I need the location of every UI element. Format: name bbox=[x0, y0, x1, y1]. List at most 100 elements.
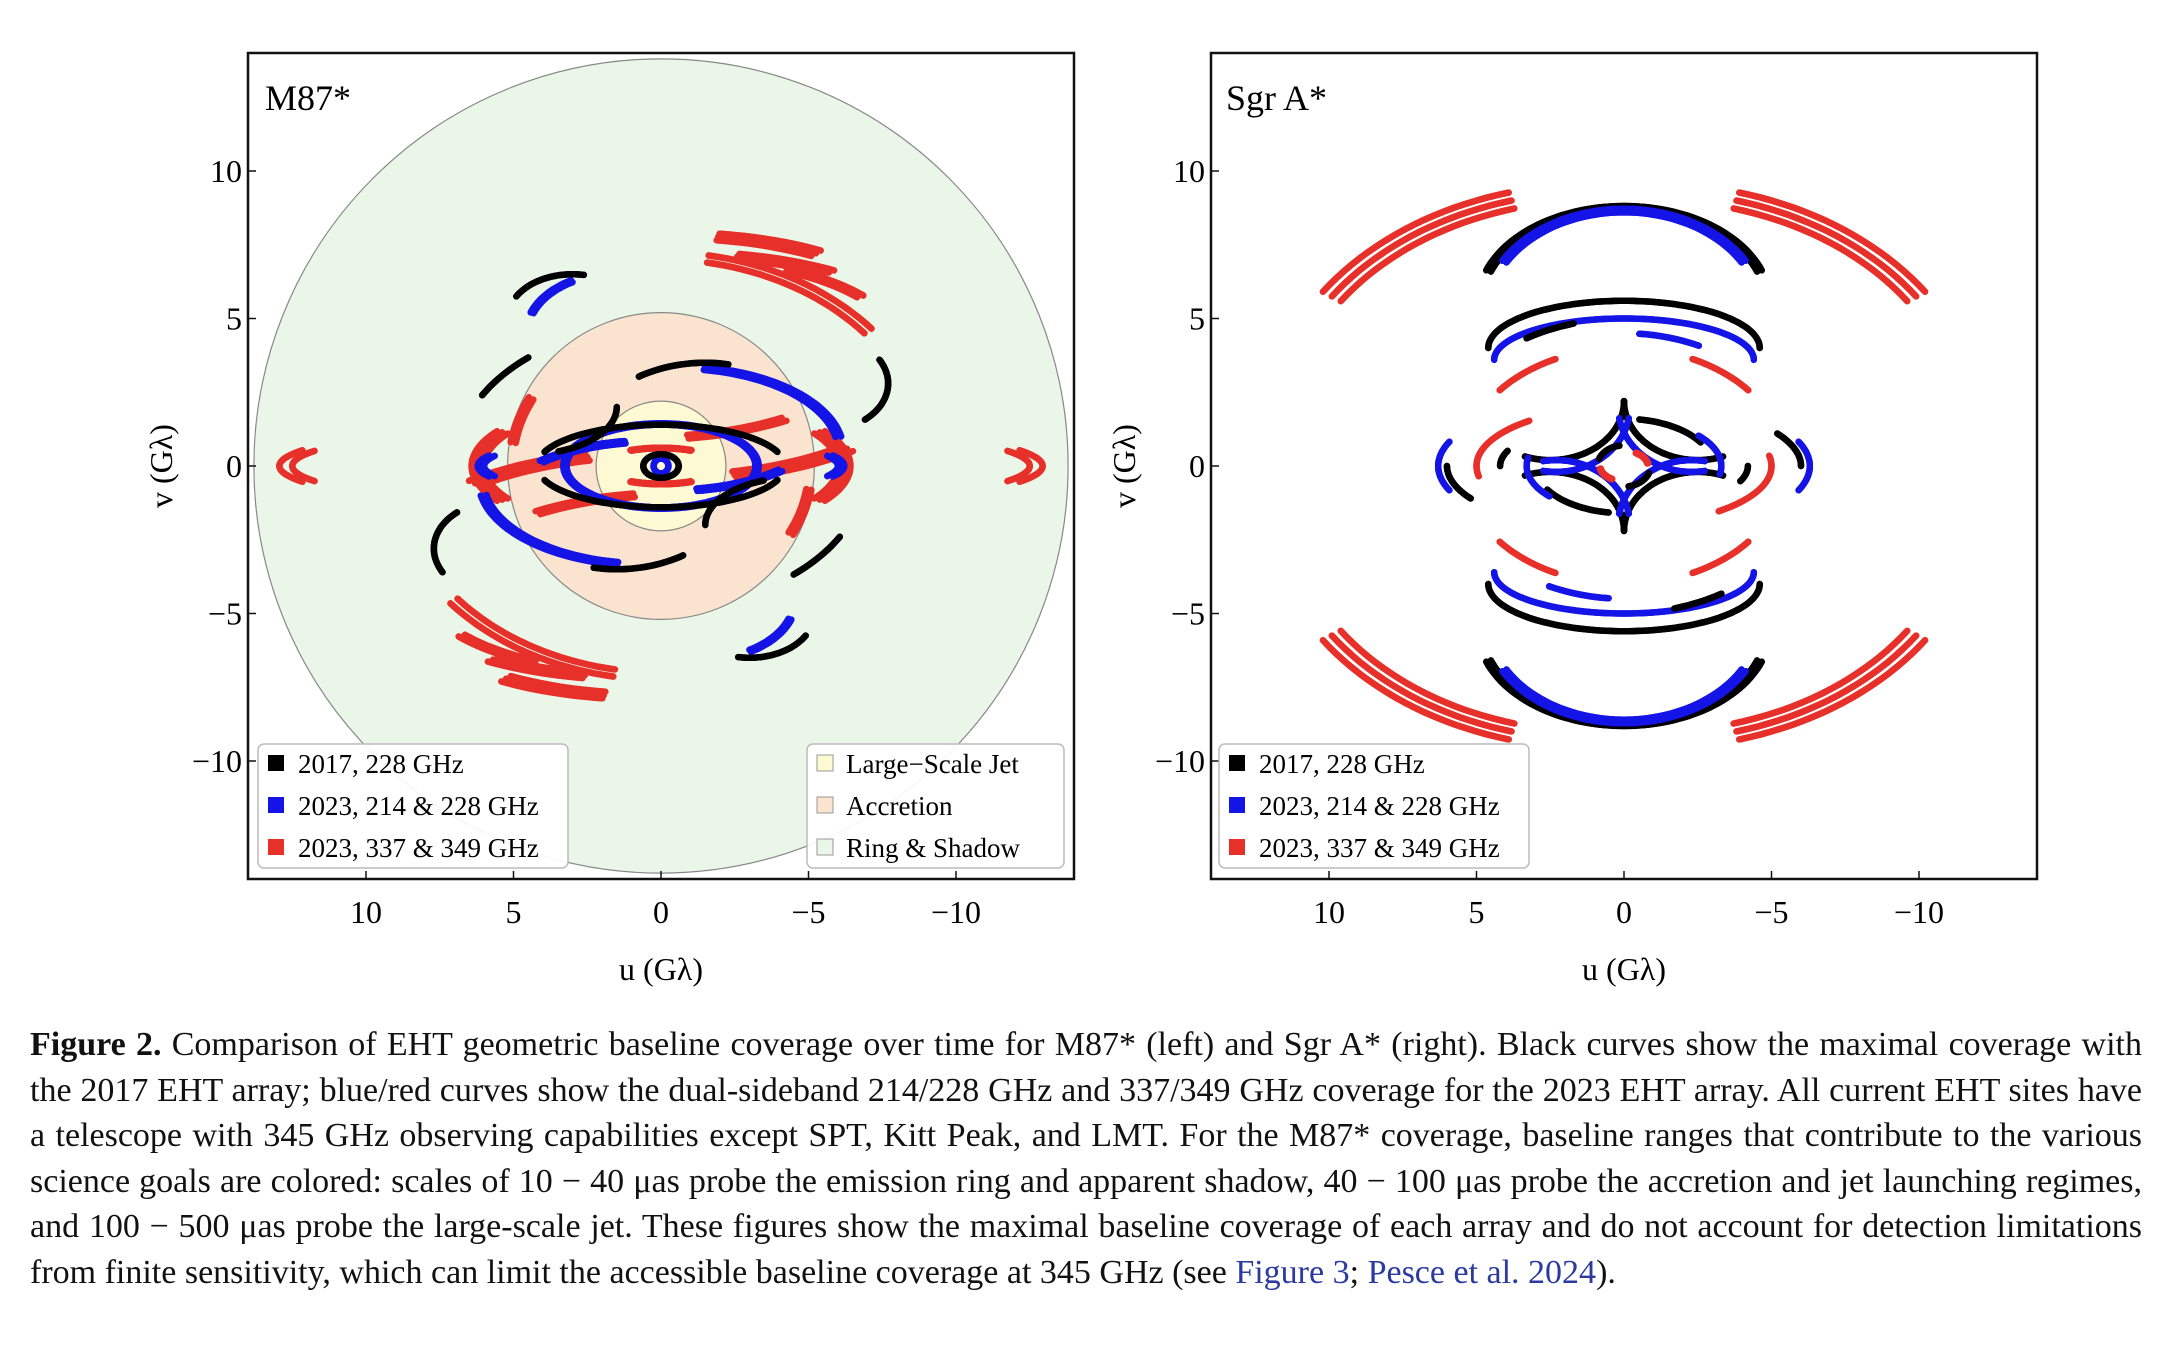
track-2023_345-5-0 bbox=[507, 672, 609, 695]
track-2023_345-7-1 bbox=[455, 633, 536, 667]
track-conjugate-2017-42-0 bbox=[640, 450, 682, 482]
track-conjugate-2023_228-25-0 bbox=[1795, 438, 1814, 494]
track-conjugate-2017-41-0 bbox=[478, 354, 532, 399]
track-conjugate-2023_345-4-0 bbox=[537, 493, 639, 518]
track-conjugate-2023_345-16-1 bbox=[627, 444, 695, 454]
track-2023_345-27-0 bbox=[1473, 417, 1533, 480]
track-2023_345-7-0 bbox=[461, 631, 539, 664]
track-2023_345-14-0 bbox=[785, 485, 810, 536]
track-conjugate-2023_345-33-1 bbox=[1733, 197, 1920, 300]
caption-text: Comparison of EHT geometric baseline cov… bbox=[30, 1026, 2142, 1291]
legend-label-jet: Large−Scale Jet bbox=[846, 749, 1019, 779]
track-2017-35-0 bbox=[734, 632, 809, 662]
legend-swatch-2023-345 bbox=[1229, 839, 1245, 855]
track-2023_345-10-2 bbox=[468, 428, 501, 504]
track-conjugate-2017-43-0 bbox=[1523, 320, 1577, 342]
legend-label-2017: 2017, 228 GHz bbox=[298, 749, 464, 779]
track-conjugate-2023_228-24-1 bbox=[701, 363, 845, 440]
track-conjugate-2023_345-18-1 bbox=[705, 252, 875, 332]
track-conjugate-2023_345-5-0 bbox=[713, 237, 815, 260]
track-conjugate-2023_228-29-0 bbox=[650, 455, 672, 477]
legend-swatch-2023-228 bbox=[268, 797, 284, 813]
x-tick-labels: 10 5 0 −5 −10 bbox=[1313, 871, 1944, 930]
track-conjugate-2023_345-27-0 bbox=[1715, 452, 1775, 515]
track-2023_345-18-0 bbox=[454, 595, 619, 673]
track-conjugate-2017-19-0 bbox=[1636, 416, 1704, 446]
track-2017-23-0 bbox=[1443, 462, 1474, 502]
track-conjugate-2023_345-6-2 bbox=[736, 250, 838, 274]
track-conjugate-2023_345-12-0 bbox=[1004, 447, 1034, 485]
track-2017-39-0 bbox=[430, 509, 461, 576]
track-conjugate-2023_228-7-0 bbox=[1490, 315, 1758, 364]
y-tick-label: 10 bbox=[1173, 153, 1205, 189]
track-2023_228-3-0 bbox=[1503, 666, 1745, 723]
track-conjugate-2023_228-3-1 bbox=[1499, 205, 1749, 264]
track-conjugate-2017-35-0 bbox=[513, 271, 588, 300]
track-2023_345-14-1 bbox=[789, 486, 815, 538]
track-conjugate-2023_345-33-0 bbox=[1730, 205, 1911, 305]
legend-swatch-2017 bbox=[1229, 755, 1245, 771]
figure: M87* 10 5 0 −5 −10 10 5 0 −5 −10 u (Gλ) v (Gλ) 2… bbox=[143, 51, 2039, 987]
y-axis-label: v (Gλ) bbox=[143, 424, 179, 508]
track-conjugate-2023_345-35-2 bbox=[1319, 189, 1512, 295]
y-tick-label: −5 bbox=[208, 596, 242, 632]
x-tick-label: 5 bbox=[506, 894, 522, 930]
m87-panel: M87* 10 5 0 −5 −10 10 5 0 −5 −10 u (Gλ) v (Gλ) 2… bbox=[143, 51, 1076, 987]
legend-swatch-2017 bbox=[268, 755, 284, 771]
track-2023_345-33-0 bbox=[1337, 627, 1518, 727]
track-2023_228-22-0 bbox=[480, 452, 498, 480]
y-tick-label: 10 bbox=[210, 153, 242, 189]
legend-label-accretion: Accretion bbox=[846, 791, 953, 821]
track-conjugate-2023_228-22-0 bbox=[824, 452, 842, 480]
track-conjugate-2023_345-33-2 bbox=[1736, 189, 1929, 295]
track-conjugate-2023_345-14-0 bbox=[512, 396, 537, 447]
caption-end: ). bbox=[1596, 1253, 1616, 1291]
regions-legend: Large−Scale Jet Accretion Ring & Shadow bbox=[806, 743, 1065, 869]
track-2023_345-35-2 bbox=[1736, 637, 1929, 743]
legend-swatch-2023-345 bbox=[268, 839, 284, 855]
track-conjugate-2023_345-35-1 bbox=[1328, 197, 1515, 300]
track-2017-41-0 bbox=[790, 533, 844, 578]
track-conjugate-2017-37-0 bbox=[555, 403, 621, 455]
caption-label: Figure 2. bbox=[30, 1026, 162, 1063]
track-conjugate-2023_345-39-0 bbox=[1689, 355, 1752, 394]
track-2017-19-0 bbox=[1544, 486, 1612, 516]
track-conjugate-2023_228-21-0 bbox=[1695, 432, 1725, 478]
legend-swatch-accretion bbox=[816, 796, 834, 814]
x-tick-label: 0 bbox=[1616, 894, 1632, 930]
x-axis-label: u (Gλ) bbox=[619, 951, 703, 987]
track-2023_345-12-0 bbox=[289, 447, 318, 485]
track-conjugate-2023_345-5-2 bbox=[716, 230, 824, 254]
legend-box bbox=[1218, 743, 1530, 869]
legend-swatch-ring bbox=[816, 838, 834, 856]
regions-legend-box bbox=[806, 743, 1065, 869]
track-2023_345-29-1 bbox=[1596, 465, 1616, 483]
track-2023_345-5-1 bbox=[502, 675, 608, 699]
x-tick-label: −10 bbox=[1894, 894, 1944, 930]
y-axis-label: v (Gλ) bbox=[1106, 424, 1142, 508]
track-2017-33-0 bbox=[590, 552, 687, 573]
y-tick-label: 5 bbox=[1189, 301, 1205, 337]
track-conjugate-2023_228-41-0 bbox=[1636, 330, 1703, 349]
track-2023_228-22-1 bbox=[474, 452, 493, 480]
track-2023_228-41-0 bbox=[1545, 583, 1612, 602]
figure-3-link[interactable]: Figure 3 bbox=[1235, 1253, 1350, 1291]
y-tick-labels: 10 5 0 −5 −10 bbox=[192, 153, 256, 779]
x-axis-label: u (Gλ) bbox=[1582, 951, 1666, 987]
series-legend: 2017, 228 GHz 2023, 214 & 228 GHz 2023, … bbox=[257, 743, 569, 869]
baseline-tracks bbox=[1319, 189, 1929, 743]
series-legend: 2017, 228 GHz 2023, 214 & 228 GHz 2023, … bbox=[1218, 743, 1530, 869]
y-tick-label: 0 bbox=[1189, 448, 1205, 484]
track-conjugate-2023_228-22-1 bbox=[829, 452, 848, 480]
legend-label-ring: Ring & Shadow bbox=[846, 833, 1021, 863]
figure-caption: Figure 2. Comparison of EHT geometric ba… bbox=[30, 1022, 2142, 1295]
track-conjugate-2023_345-10-2 bbox=[821, 428, 854, 504]
track-conjugate-2023_345-37-0 bbox=[1496, 355, 1559, 394]
track-2023_228-21-0 bbox=[1523, 454, 1553, 500]
pesce-2024-link[interactable]: Pesce et al. 2024 bbox=[1367, 1253, 1597, 1291]
x-tick-label: 10 bbox=[1313, 894, 1345, 930]
track-conjugate-2023_345-5-1 bbox=[714, 233, 820, 257]
y-tick-label: 0 bbox=[226, 448, 242, 484]
track-2023_345-37-0 bbox=[1689, 538, 1752, 577]
track-2023_345-33-2 bbox=[1319, 637, 1512, 743]
